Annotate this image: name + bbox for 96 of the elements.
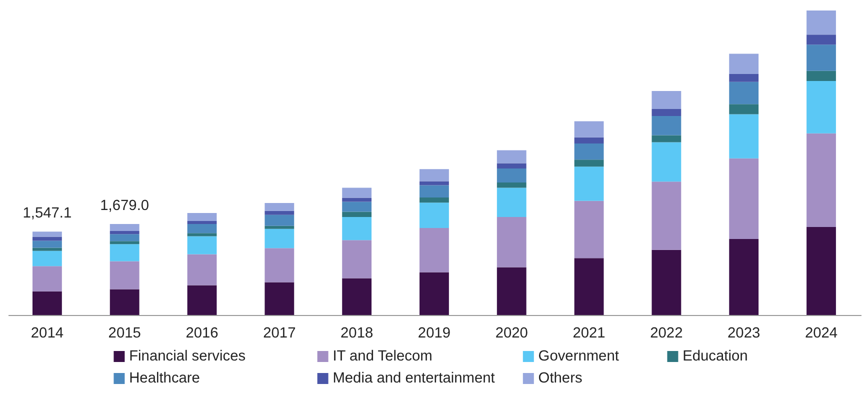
bar: [420, 181, 449, 186]
bar: [652, 91, 682, 110]
annotation: 1,679.0: [100, 198, 150, 214]
x-tick-label: 2016: [186, 326, 218, 342]
x-tick-label: 2023: [728, 326, 760, 342]
bar: [496, 267, 526, 316]
bar: [32, 240, 62, 248]
bar: [264, 248, 294, 282]
bar: [187, 233, 217, 236]
bar: [110, 234, 140, 242]
bar: [420, 185, 449, 198]
bar: [574, 137, 604, 144]
bar: [264, 226, 294, 229]
bar: [574, 200, 604, 258]
x-tick-label: 2017: [263, 326, 296, 342]
legend-label: Government: [538, 348, 619, 364]
bar: [264, 202, 294, 211]
bar: [574, 121, 604, 138]
bar: [652, 135, 682, 142]
bar: [420, 197, 449, 203]
bar: [110, 231, 140, 234]
bar: [420, 169, 449, 182]
bar: [806, 10, 836, 35]
bar: [110, 241, 140, 244]
bar: [652, 116, 682, 136]
bar: [187, 285, 217, 316]
bar: [496, 168, 526, 183]
bar: [652, 109, 682, 116]
bar: [264, 210, 294, 215]
bar: [729, 74, 759, 82]
bar: [342, 240, 372, 278]
bar: [729, 54, 759, 74]
bar: [496, 216, 526, 268]
bar: [264, 214, 294, 226]
legend-label: Media and entertainment: [332, 370, 495, 386]
bar: [652, 250, 682, 316]
bar: [574, 160, 604, 167]
bar: [110, 261, 140, 290]
bar: [32, 250, 62, 266]
bar: [574, 143, 604, 160]
bar: [420, 202, 449, 228]
bar: [342, 216, 372, 240]
bar: [187, 224, 217, 234]
bar: [420, 272, 449, 316]
bar: [496, 163, 526, 168]
legend-label: Financial services: [129, 348, 246, 364]
bar: [110, 289, 140, 316]
bar: [420, 228, 449, 272]
bar: [187, 254, 217, 286]
x-tick-label: 2015: [108, 326, 141, 342]
bar: [729, 238, 759, 316]
bar: [187, 220, 217, 224]
x-tick-label: 2021: [572, 326, 606, 342]
bar: [342, 188, 372, 198]
x-tick-label: 2014: [30, 326, 64, 342]
bar: [187, 213, 217, 221]
bar: [652, 182, 682, 250]
bar: [806, 227, 836, 316]
bar: [342, 202, 372, 212]
x-tick-label: 2024: [804, 326, 838, 342]
bar: [264, 228, 294, 248]
bar: [496, 188, 526, 217]
bar: [574, 258, 604, 316]
x-tick-label: 2018: [340, 326, 374, 342]
legend-label: Others: [538, 370, 582, 386]
bar: [729, 114, 759, 158]
bar: [32, 291, 62, 316]
legend-label: Healthcare: [129, 370, 200, 386]
annotation: 1,547.1: [22, 206, 72, 222]
bar: [806, 34, 836, 45]
bar: [187, 236, 217, 254]
bar: [729, 82, 759, 104]
bar: [32, 248, 62, 251]
bar: [110, 244, 140, 262]
bar: [729, 158, 759, 239]
bar: [110, 224, 140, 232]
bar: [32, 232, 62, 237]
x-tick-label: 2022: [650, 326, 683, 342]
bar: [264, 282, 294, 316]
bar: [342, 212, 372, 217]
bar: [806, 44, 836, 71]
bar: [32, 236, 62, 241]
bar: [574, 166, 604, 201]
bar: [496, 182, 526, 188]
bar: [729, 104, 759, 114]
bar: [32, 266, 62, 292]
legend-label: Education: [682, 348, 748, 364]
bar: [806, 133, 836, 228]
bar: [342, 278, 372, 316]
bar: [806, 80, 836, 134]
x-tick-label: 2019: [418, 326, 451, 342]
bar: [496, 150, 526, 164]
legend-label: IT and Telecom: [332, 348, 432, 364]
bar: [652, 142, 682, 182]
x-tick-label: 2020: [495, 326, 528, 342]
bar: [806, 70, 836, 81]
